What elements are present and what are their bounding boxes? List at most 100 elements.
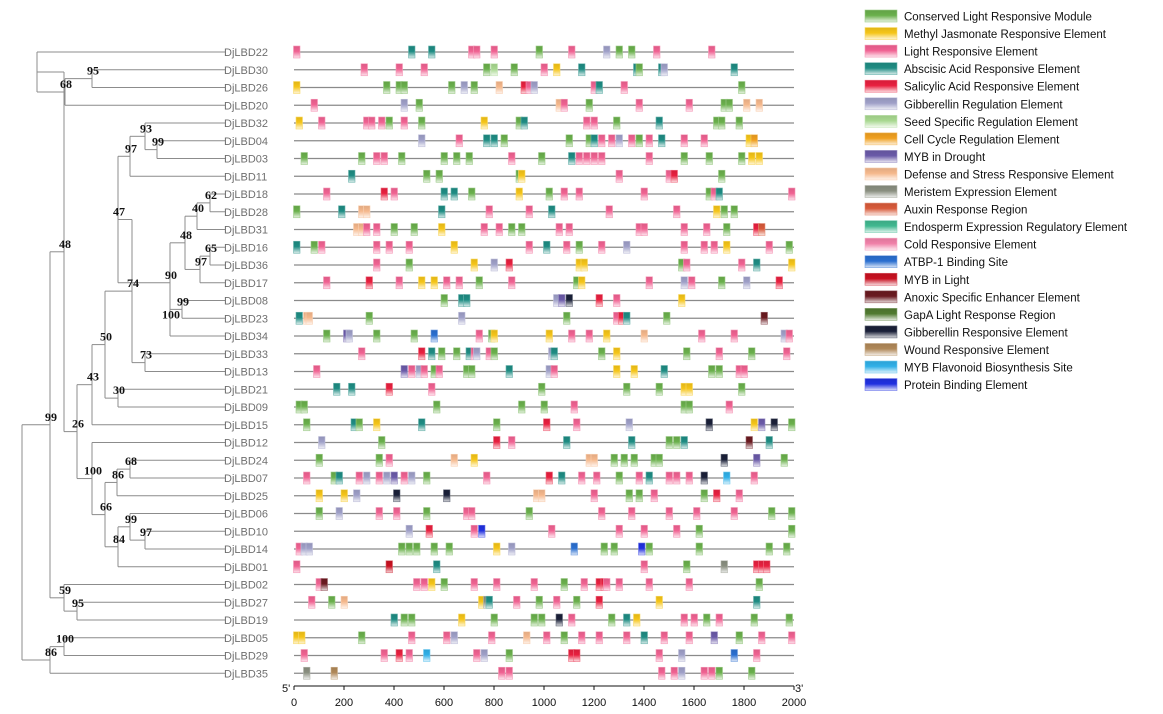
promoter-element — [785, 329, 793, 343]
promoter-element — [493, 542, 501, 556]
legend-swatch — [864, 360, 898, 374]
promoter-element — [760, 311, 768, 325]
gene-label: DjLBD01 — [224, 562, 268, 574]
gene-label: DjLBD23 — [224, 313, 268, 325]
promoter-element — [575, 240, 583, 254]
promoter-element — [665, 507, 673, 520]
promoter-element — [445, 542, 453, 556]
promoter-element — [685, 578, 693, 591]
promoter-element — [685, 631, 693, 645]
bootstrap-label: 99 — [125, 512, 137, 526]
promoter-element — [348, 382, 356, 396]
promoter-element — [683, 347, 691, 361]
legend-item: MYB in Drought — [864, 150, 986, 164]
promoter-element — [635, 471, 643, 485]
promoter-element — [470, 524, 478, 538]
gene-label: DjLBD36 — [224, 260, 268, 272]
promoter-element — [670, 666, 678, 680]
promoter-element — [628, 45, 636, 59]
promoter-element — [698, 329, 706, 343]
promoter-element — [673, 524, 681, 538]
promoter-element — [413, 542, 421, 556]
legend-label: Endosperm Expression Regulatory Element — [904, 222, 1128, 234]
promoter-element — [590, 134, 598, 148]
promoter-element — [660, 63, 668, 77]
promoter-element — [598, 240, 606, 254]
promoter-element — [303, 418, 311, 432]
promoter-element — [298, 631, 306, 645]
promoter-element — [375, 453, 383, 467]
legend-swatch — [864, 132, 898, 146]
promoter-element — [505, 649, 513, 662]
promoter-element — [393, 507, 401, 520]
bootstrap-label: 95 — [87, 64, 99, 78]
promoter-element — [768, 507, 776, 520]
promoter-element — [520, 116, 528, 130]
promoter-element — [738, 152, 746, 165]
promoter-element — [433, 400, 441, 414]
promoter-element — [655, 649, 663, 662]
promoter-element — [448, 81, 456, 94]
promoter-element — [430, 542, 438, 556]
promoter-element — [558, 471, 566, 485]
promoter-element — [443, 276, 451, 290]
axis-tick-label: 0 — [291, 697, 297, 709]
legend-label: Auxin Response Region — [904, 205, 1027, 217]
promoter-element — [505, 365, 513, 378]
promoter-element — [493, 418, 501, 432]
promoter-element — [293, 45, 301, 59]
promoter-element — [465, 152, 473, 165]
promoter-element — [315, 507, 323, 520]
legend-item: Conserved Light Responsive Module — [864, 9, 1092, 24]
promoter-element — [605, 205, 613, 219]
promoter-element — [683, 258, 691, 272]
promoter-element — [598, 507, 606, 520]
promoter-element — [428, 382, 436, 396]
promoter-element — [473, 45, 481, 59]
legend-label: Cell Cycle Regulation Element — [904, 134, 1060, 146]
bootstrap-label: 97 — [195, 254, 207, 268]
promoter-element — [443, 489, 451, 503]
promoter-element — [738, 81, 746, 94]
promoter-element — [593, 471, 601, 485]
gene-label: DjLBD08 — [224, 296, 268, 308]
promoter-element — [785, 240, 793, 254]
promoter-element — [380, 649, 388, 662]
promoter-element — [518, 169, 526, 183]
promoter-element — [410, 223, 418, 236]
legend-swatch — [864, 272, 898, 286]
promoter-element — [315, 489, 323, 503]
promoter-element — [458, 613, 466, 627]
gene-label: DjLBD32 — [224, 118, 268, 130]
promoter-element — [498, 666, 506, 680]
promoter-element — [730, 205, 738, 219]
promoter-element — [530, 578, 538, 591]
promoter-element — [535, 595, 543, 609]
promoter-element — [620, 453, 628, 467]
promoter-element — [610, 542, 618, 556]
legend-swatch — [864, 220, 898, 233]
bootstrap-label: 68 — [60, 77, 72, 91]
promoter-element — [490, 258, 498, 272]
promoter-element — [623, 311, 631, 325]
legend-swatch — [864, 378, 898, 391]
legend-swatch — [864, 167, 898, 181]
promoter-element — [680, 613, 688, 627]
axis-tick-label: 800 — [485, 697, 503, 709]
legend-item: MYB in Light — [864, 272, 970, 287]
legend-label: GapA Light Response Region — [904, 310, 1056, 322]
promoter-element — [680, 152, 688, 165]
promoter-element — [595, 631, 603, 645]
position-axis: 5' 3' 0 200 400 600 800 1000 1200 1400 1600 1800 2… — [282, 683, 806, 709]
promoter-element — [440, 578, 448, 591]
promoter-element — [313, 365, 321, 378]
gene-label: DjLBD30 — [224, 65, 268, 77]
promoter-element — [535, 45, 543, 59]
promoter-element — [595, 294, 603, 307]
legend-item: Gibberellin Responsive Element — [864, 325, 1068, 339]
gene-label: DjLBD28 — [224, 207, 268, 219]
promoter-element — [355, 471, 363, 485]
promoter-element — [738, 258, 746, 272]
promoter-element — [315, 453, 323, 467]
